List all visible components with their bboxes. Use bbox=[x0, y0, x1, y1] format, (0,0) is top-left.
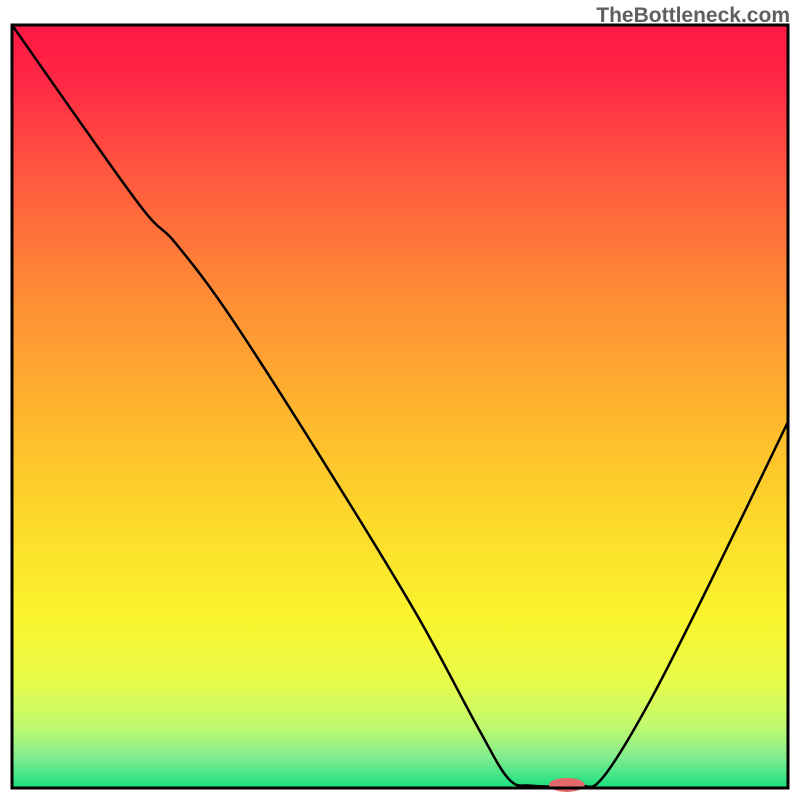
optimal-marker bbox=[549, 778, 585, 792]
attribution-text: TheBottleneck.com bbox=[596, 4, 790, 28]
gradient-background bbox=[12, 25, 788, 788]
chart-svg bbox=[0, 0, 800, 800]
chart-container: TheBottleneck.com bbox=[0, 0, 800, 800]
